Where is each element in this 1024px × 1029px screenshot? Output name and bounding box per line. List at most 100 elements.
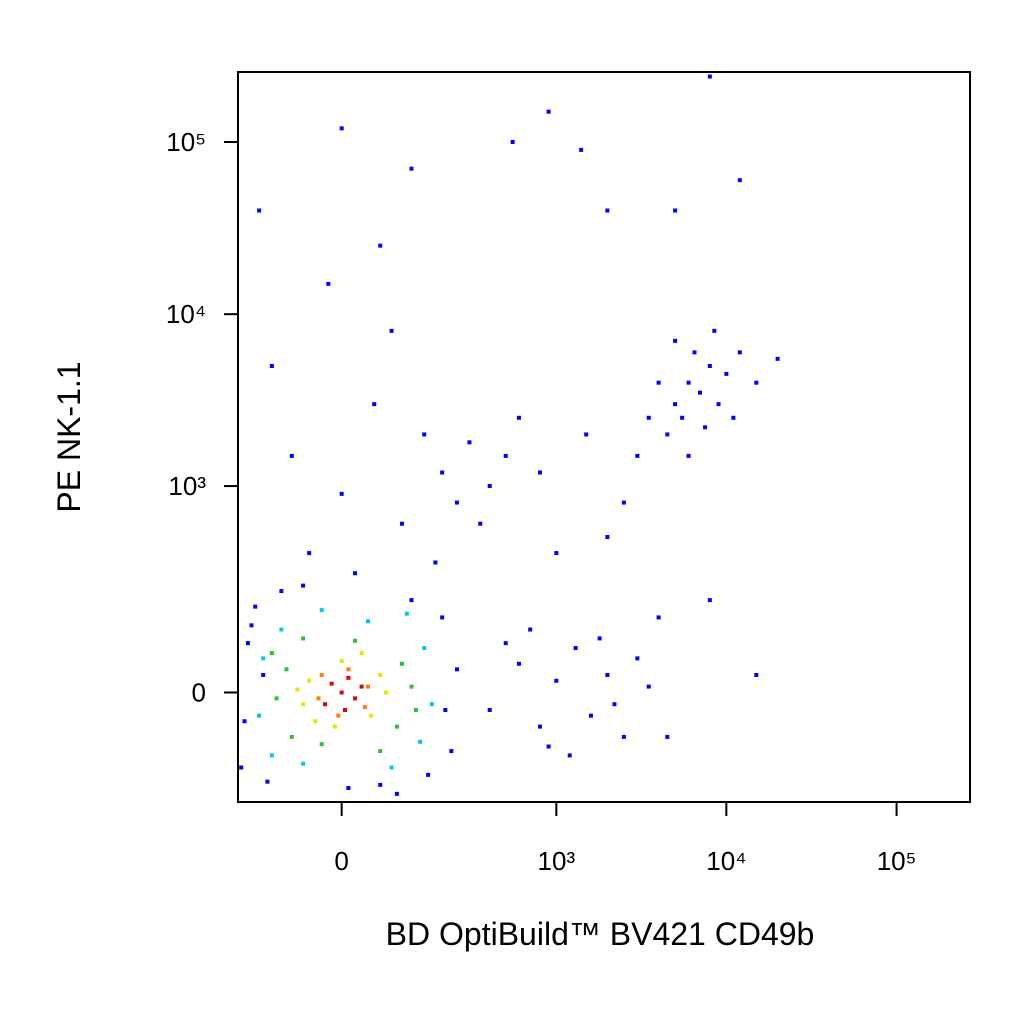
data-point [399, 661, 404, 666]
data-point [269, 753, 274, 758]
data-point [409, 598, 414, 603]
data-point [409, 166, 414, 171]
data-point [673, 208, 678, 213]
x-tick-label: 10⁵ [877, 846, 917, 876]
data-point [621, 500, 626, 505]
data-point [365, 684, 370, 689]
data-point [707, 598, 712, 603]
y-tick-label: 10³ [168, 471, 206, 501]
data-point [339, 690, 344, 695]
data-point [274, 696, 279, 701]
data-point [332, 724, 337, 729]
data-point [775, 356, 780, 361]
data-point [443, 707, 448, 712]
data-point [295, 687, 300, 692]
data-point [346, 675, 351, 680]
data-point [503, 453, 508, 458]
x-tick-label: 0 [334, 846, 348, 876]
data-point [245, 641, 250, 646]
data-point [673, 338, 678, 343]
y-tick-label: 0 [192, 677, 206, 707]
data-point [567, 753, 572, 758]
data-point [253, 604, 258, 609]
y-tick-label: 10⁴ [166, 299, 206, 329]
data-point [307, 678, 312, 683]
data-point [440, 470, 445, 475]
data-point [353, 638, 358, 643]
data-point [429, 702, 434, 707]
data-point [279, 589, 284, 594]
data-point [646, 415, 651, 420]
data-point [389, 328, 394, 333]
data-point [686, 453, 691, 458]
data-point [399, 521, 404, 526]
data-point [584, 432, 589, 437]
y-tick-label: 10⁵ [166, 127, 206, 157]
data-point [716, 402, 721, 407]
data-point [680, 415, 685, 420]
data-point [554, 678, 559, 683]
data-point [516, 661, 521, 666]
data-point [621, 734, 626, 739]
data-point [319, 608, 324, 613]
data-point [754, 672, 759, 677]
data-point [510, 139, 515, 144]
data-point [343, 707, 348, 712]
data-point [449, 749, 454, 754]
data-point [301, 636, 306, 641]
data-point [546, 109, 551, 114]
data-point [339, 126, 344, 131]
data-point [573, 646, 578, 651]
data-point [413, 707, 418, 712]
data-point [454, 500, 459, 505]
data-point [478, 521, 483, 526]
data-point [394, 791, 399, 796]
data-point [359, 684, 364, 689]
data-point [754, 380, 759, 385]
data-point [346, 667, 351, 672]
data-point [404, 611, 409, 616]
data-point [319, 742, 324, 747]
data-point [635, 656, 640, 661]
data-point [554, 551, 559, 556]
data-point [261, 656, 266, 661]
data-point [528, 627, 533, 632]
data-point [487, 707, 492, 712]
data-point [467, 440, 472, 445]
data-point [316, 696, 321, 701]
data-point [372, 402, 377, 407]
data-point [707, 363, 712, 368]
data-point [362, 705, 367, 710]
data-point [516, 415, 521, 420]
data-point [731, 415, 736, 420]
data-point [339, 491, 344, 496]
data-point [426, 772, 431, 777]
data-point [384, 690, 389, 695]
data-point [656, 380, 661, 385]
data-point [440, 615, 445, 620]
data-point [369, 713, 374, 718]
data-point [301, 761, 306, 766]
data-point [307, 551, 312, 556]
data-point [588, 713, 593, 718]
data-point [546, 744, 551, 749]
data-point [703, 425, 708, 430]
data-point [323, 702, 328, 707]
x-tick-label: 10³ [538, 846, 576, 876]
data-point [257, 713, 262, 718]
data-point [269, 363, 274, 368]
data-point [692, 350, 697, 355]
data-point [249, 623, 254, 628]
data-point [537, 470, 542, 475]
data-point [712, 328, 717, 333]
x-axis-label: BD OptiBuild™ BV421 CD49b [386, 916, 815, 952]
data-point [326, 281, 331, 286]
data-point [378, 672, 383, 677]
data-point [635, 453, 640, 458]
data-point [389, 765, 394, 770]
data-point [239, 765, 244, 770]
data-point [265, 779, 270, 784]
data-point [697, 390, 702, 395]
data-point [257, 208, 262, 213]
